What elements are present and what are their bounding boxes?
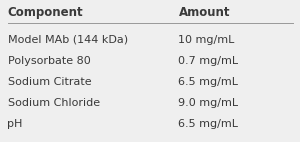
Text: 6.5 mg/mL: 6.5 mg/mL — [178, 77, 239, 87]
Text: 10 mg/mL: 10 mg/mL — [178, 35, 235, 45]
Text: pH: pH — [8, 119, 23, 129]
Text: Model MAb (144 kDa): Model MAb (144 kDa) — [8, 35, 127, 45]
Text: 6.5 mg/mL: 6.5 mg/mL — [178, 119, 239, 129]
Text: Polysorbate 80: Polysorbate 80 — [8, 56, 90, 66]
Text: Sodium Citrate: Sodium Citrate — [8, 77, 91, 87]
Text: 9.0 mg/mL: 9.0 mg/mL — [178, 98, 239, 108]
Text: Amount: Amount — [178, 6, 230, 19]
Text: 0.7 mg/mL: 0.7 mg/mL — [178, 56, 239, 66]
Text: Component: Component — [8, 6, 83, 19]
Text: Sodium Chloride: Sodium Chloride — [8, 98, 100, 108]
